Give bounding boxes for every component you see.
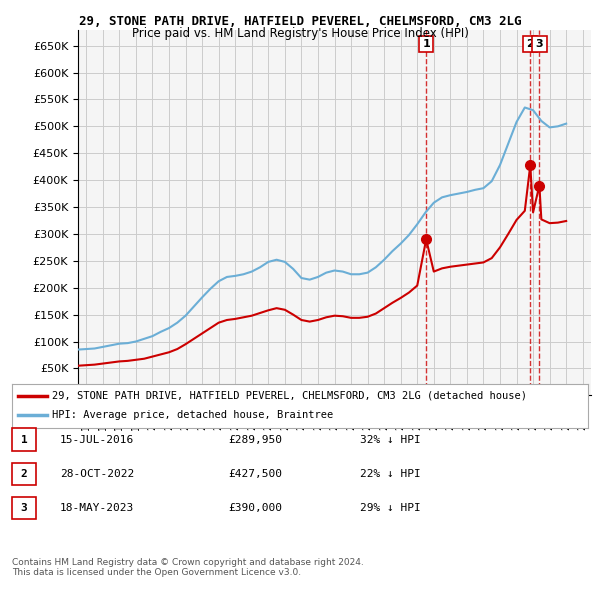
Text: 1: 1 (422, 39, 430, 49)
Text: 1: 1 (20, 435, 28, 444)
Text: 2: 2 (526, 39, 534, 49)
Text: 18-MAY-2023: 18-MAY-2023 (60, 503, 134, 513)
Text: Price paid vs. HM Land Registry's House Price Index (HPI): Price paid vs. HM Land Registry's House … (131, 27, 469, 40)
Text: 32% ↓ HPI: 32% ↓ HPI (360, 435, 421, 444)
Text: 3: 3 (20, 503, 28, 513)
Text: 29, STONE PATH DRIVE, HATFIELD PEVEREL, CHELMSFORD, CM3 2LG: 29, STONE PATH DRIVE, HATFIELD PEVEREL, … (79, 15, 521, 28)
Text: 15-JUL-2016: 15-JUL-2016 (60, 435, 134, 444)
Text: £390,000: £390,000 (228, 503, 282, 513)
Text: £289,950: £289,950 (228, 435, 282, 444)
Text: 28-OCT-2022: 28-OCT-2022 (60, 469, 134, 478)
Text: £427,500: £427,500 (228, 469, 282, 478)
Text: 29, STONE PATH DRIVE, HATFIELD PEVEREL, CHELMSFORD, CM3 2LG (detached house): 29, STONE PATH DRIVE, HATFIELD PEVEREL, … (52, 391, 527, 401)
Text: 2: 2 (20, 469, 28, 478)
Text: HPI: Average price, detached house, Braintree: HPI: Average price, detached house, Brai… (52, 411, 334, 420)
Text: Contains HM Land Registry data © Crown copyright and database right 2024.
This d: Contains HM Land Registry data © Crown c… (12, 558, 364, 577)
Text: 22% ↓ HPI: 22% ↓ HPI (360, 469, 421, 478)
Text: 29% ↓ HPI: 29% ↓ HPI (360, 503, 421, 513)
Text: 3: 3 (536, 39, 543, 49)
